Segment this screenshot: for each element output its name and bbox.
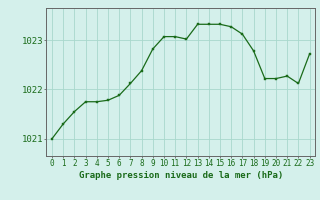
X-axis label: Graphe pression niveau de la mer (hPa): Graphe pression niveau de la mer (hPa) (79, 171, 283, 180)
